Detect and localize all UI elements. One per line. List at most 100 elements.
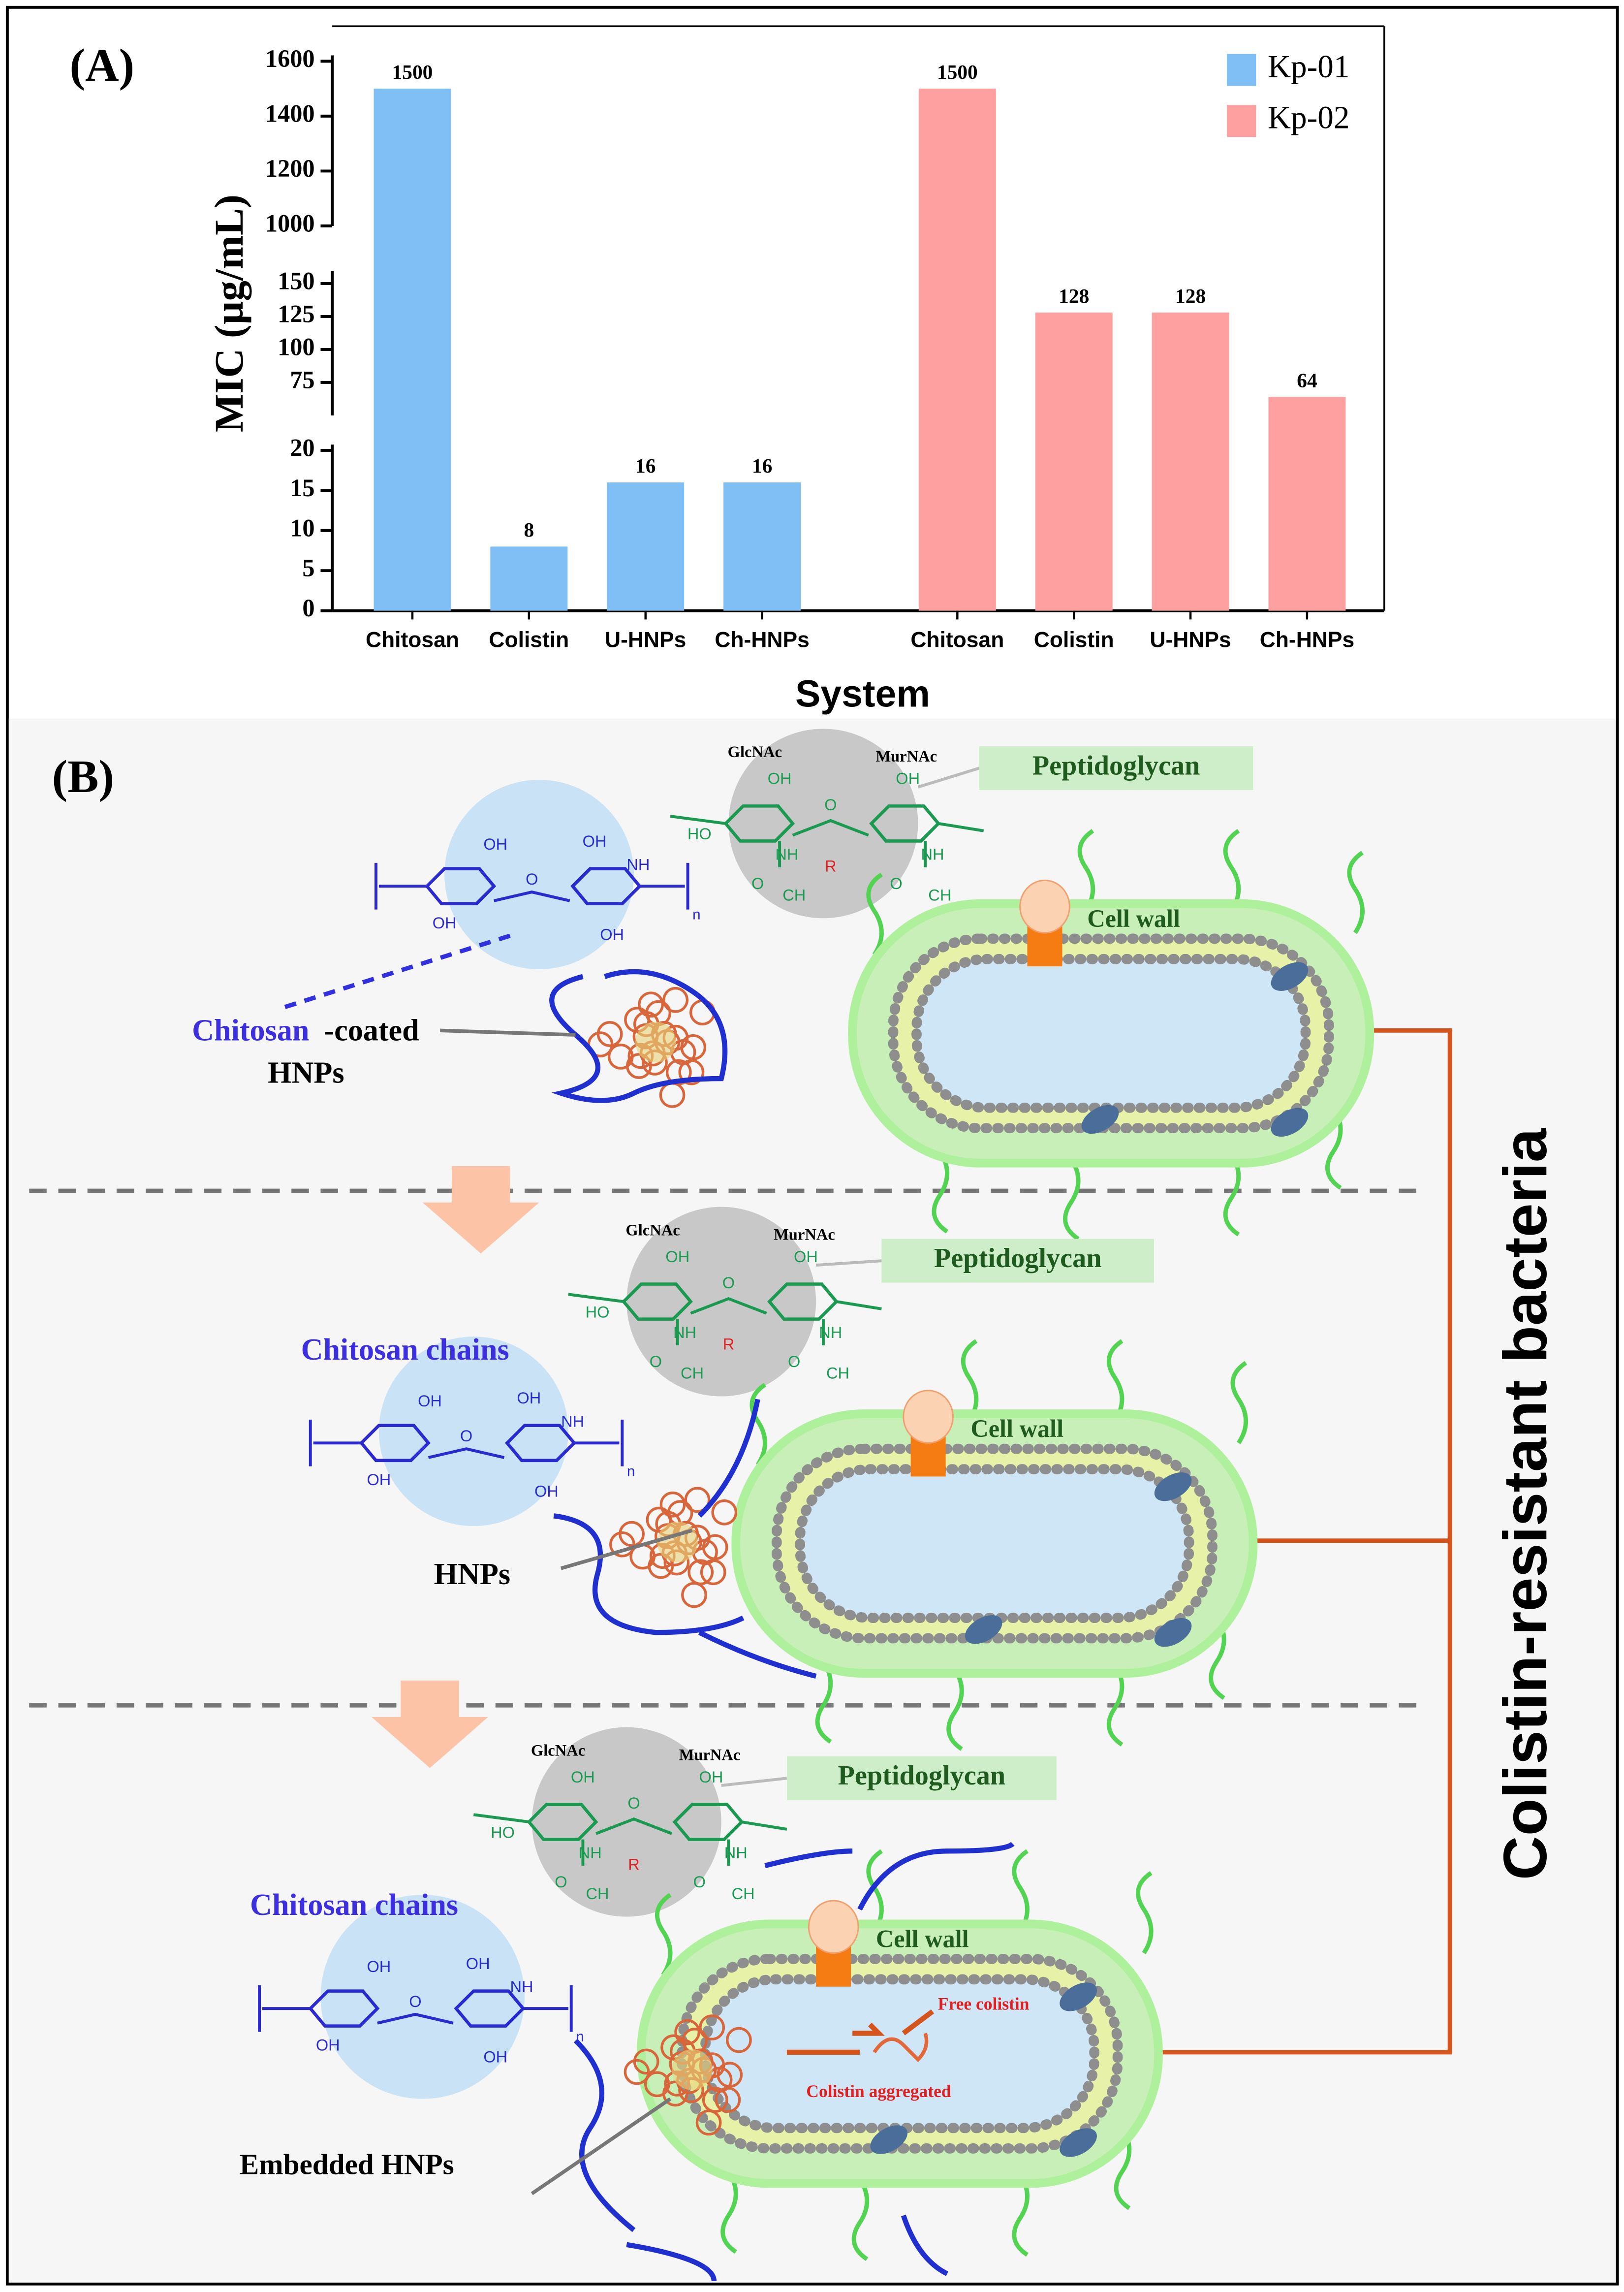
legend-swatch <box>1227 54 1256 86</box>
flagellum <box>1230 1361 1248 1444</box>
y-tick-label: 1200 <box>265 155 315 182</box>
bar <box>1035 312 1113 611</box>
chem-label: NH <box>561 1412 584 1430</box>
y-tick-label: 150 <box>278 267 315 295</box>
chem-label: O <box>751 875 764 892</box>
panel-label: (A) <box>70 40 135 91</box>
chem-label: CH <box>826 1365 849 1382</box>
membrane-protein <box>1154 1472 1192 1501</box>
flagellum <box>946 1667 964 1751</box>
chem-label: OH <box>433 914 457 932</box>
sugar-label: GlcNAc <box>728 743 782 761</box>
flagellum <box>1106 1339 1124 1423</box>
nanoparticle <box>717 2062 743 2088</box>
membrane-protein <box>1081 1105 1119 1134</box>
nanoparticle-core <box>635 1021 676 1063</box>
nanoparticle <box>626 1053 652 1079</box>
chem-label: R <box>723 1335 735 1353</box>
chem-label: OH <box>600 925 624 943</box>
data-label: 128 <box>1175 285 1206 307</box>
y-tick-label: 5 <box>302 554 314 582</box>
nanoparticle <box>680 1034 707 1060</box>
nanoparticle <box>726 2027 752 2053</box>
chem-label: CH <box>732 1885 755 1903</box>
peptidoglycan-label: Peptidoglycan <box>1032 750 1200 781</box>
label: -coated <box>324 1014 419 1048</box>
chem-label: OH <box>418 1392 442 1410</box>
bond <box>374 862 689 910</box>
chem-label: OH <box>665 1248 689 1266</box>
chem-label: NH <box>510 1978 533 1996</box>
label: Embedded HNPs <box>240 2148 454 2180</box>
chitosan-bubble <box>378 1337 568 1527</box>
sugar-ring <box>359 1424 431 1463</box>
y-tick-label: 15 <box>290 474 314 502</box>
arrow <box>440 1028 576 1037</box>
x-axis-label: System <box>795 673 930 715</box>
porin-cap <box>808 1900 859 1954</box>
chem-label: OH <box>699 1768 723 1786</box>
x-tick-label: Colistin <box>1034 628 1114 652</box>
x-tick-label: U-HNPs <box>1150 628 1231 652</box>
porin-cap <box>1019 879 1070 934</box>
arrow <box>560 1528 693 1570</box>
sugar-ring <box>527 1803 598 1841</box>
legend-label: Kp-02 <box>1268 100 1349 136</box>
chitosan-bubble <box>444 780 634 969</box>
step-arrow <box>422 1166 539 1254</box>
nanoparticle <box>695 2109 722 2136</box>
x-tick-label: Ch-HNPs <box>1260 628 1354 652</box>
y-tick-label: 20 <box>290 434 314 461</box>
chem-label: OH <box>367 1958 391 1975</box>
label: Chitosan chains <box>301 1333 509 1367</box>
bond <box>568 1293 882 1345</box>
cell-wall-label: Cell wall <box>1087 905 1180 932</box>
flagellum <box>1063 1157 1081 1241</box>
colistin <box>873 2033 929 2062</box>
label: Chitosan <box>192 1014 309 1048</box>
flagellum <box>655 1893 673 1976</box>
flagellum <box>1077 829 1095 913</box>
chem-label: O <box>555 1873 567 1891</box>
sugar-label: GlcNAc <box>531 1742 585 1759</box>
nanoparticle-core <box>657 1522 698 1563</box>
chem-label: OH <box>571 1768 595 1786</box>
chem-label: CH <box>681 1365 704 1382</box>
sugar-label: MurNAc <box>875 748 937 765</box>
chem-label: n <box>692 906 700 923</box>
chem-label: O <box>722 1274 735 1292</box>
bar <box>374 89 451 611</box>
sugar-label: MurNAc <box>774 1226 835 1243</box>
sugar-ring <box>621 1282 693 1321</box>
cytoplasm <box>911 954 1311 1113</box>
sugar-ring <box>425 867 497 906</box>
data-label: 128 <box>1059 285 1089 307</box>
y-tick-label: 0 <box>302 594 314 622</box>
bond <box>670 815 984 867</box>
chem-label: n <box>627 1463 635 1479</box>
nanoparticle <box>624 1007 650 1033</box>
membrane-protein <box>1271 1108 1309 1137</box>
nanoparticle <box>648 1553 674 1579</box>
arrow <box>786 2009 935 2055</box>
chem-label: OH <box>517 1389 541 1407</box>
chem-label: NH <box>626 856 650 873</box>
chem-label: O <box>788 1353 800 1370</box>
bracket <box>1158 1028 1452 2055</box>
peptidoglycan-box <box>979 746 1253 790</box>
side-label: Colistin-resistant bacteria <box>1491 1128 1560 1880</box>
bar <box>1152 312 1229 611</box>
chem-label: O <box>824 796 837 814</box>
cell-wall-label: Cell wall <box>970 1415 1063 1442</box>
chem-label: O <box>650 1353 662 1370</box>
nanoparticle <box>659 1491 686 1518</box>
chem-label: NH <box>673 1324 696 1341</box>
nanoparticle-core <box>672 2049 713 2090</box>
sugar-label: MurNAc <box>679 1746 741 1764</box>
nanoparticle <box>609 1531 635 1558</box>
nanoparticle <box>681 1582 707 1608</box>
membrane-protein <box>1154 1618 1192 1647</box>
chem-label: R <box>628 1856 640 1874</box>
chem-label: HO <box>586 1303 610 1321</box>
